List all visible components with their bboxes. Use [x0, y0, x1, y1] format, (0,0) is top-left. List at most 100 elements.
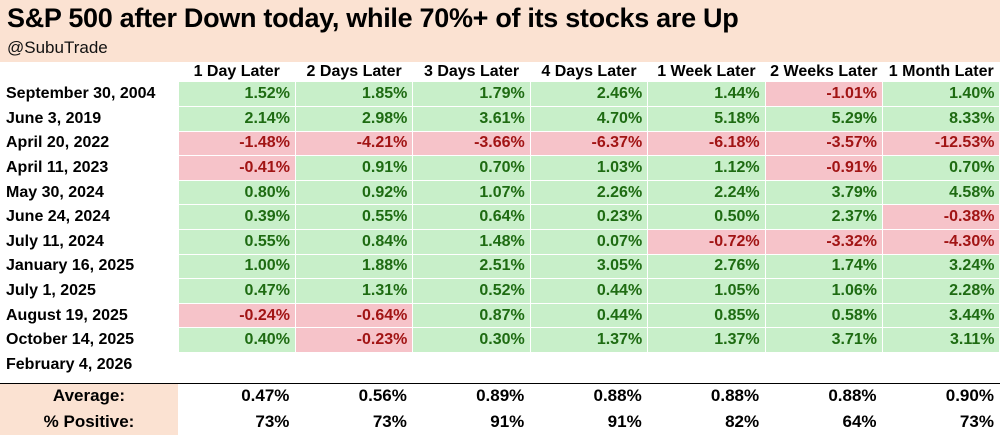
return-cell: 0.30% [412, 327, 531, 354]
return-cell: 0.39% [178, 204, 296, 231]
return-cell: -0.91% [765, 155, 884, 181]
summary-value: 73% [178, 409, 296, 436]
row-date-label: September 30, 2004 [0, 82, 179, 108]
returns-table: 1 Day Later 2 Days Later 3 Days Later 4 Day… [0, 62, 1000, 436]
summary-value: 82% [647, 409, 766, 436]
return-cell: 0.80% [178, 180, 296, 206]
row-date-label: October 14, 2025 [0, 327, 179, 354]
return-cell: 1.85% [295, 82, 414, 108]
column-header: 1 Day Later [193, 63, 280, 80]
row-date-label: February 4, 2026 [0, 352, 179, 378]
return-cell: 3.44% [882, 303, 1000, 329]
return-cell: 0.92% [295, 180, 414, 206]
column-header: 4 Days Later [541, 63, 637, 80]
return-cell: 3.71% [765, 327, 884, 354]
row-date-label: June 3, 2019 [0, 106, 179, 132]
table-row: June 3, 2019 2.14% 2.98% 3.61% 4.70% 5.18% 5.2… [0, 106, 1000, 132]
summary-value: 0.88% [530, 383, 648, 410]
separator-line [0, 377, 1000, 384]
return-cell: 0.07% [530, 229, 649, 255]
return-cell: -1.01% [765, 82, 884, 108]
return-cell: 5.29% [765, 106, 884, 132]
return-cell: -3.32% [765, 229, 884, 255]
return-cell: -1.48% [178, 131, 296, 157]
table-row: July 1, 2025 0.47% 1.31% 0.52% 0.44% 1.05% 1.0… [0, 278, 1000, 304]
table-row: September 30, 2004 1.52% 1.85% 1.79% 2.46% 1.… [0, 82, 1000, 108]
return-cell [882, 352, 1000, 378]
summary-value: 0.90% [882, 383, 1000, 410]
return-cell: 0.70% [882, 155, 1000, 181]
return-cell: 1.74% [765, 254, 884, 280]
summary-label: % Positive: [0, 409, 178, 436]
return-cell: 0.40% [178, 327, 296, 354]
column-header: 1 Week Later [657, 63, 756, 80]
return-cell: 0.84% [295, 229, 414, 255]
row-date-label: January 16, 2025 [0, 254, 179, 280]
return-cell: 3.61% [412, 106, 531, 132]
return-cell: 3.79% [765, 180, 884, 206]
return-cell: 0.58% [765, 303, 884, 329]
table-row: October 14, 2025 0.40% -0.23% 0.30% 1.37% 1.3… [0, 327, 1000, 354]
return-cell: 2.14% [178, 106, 296, 132]
title-band [0, 0, 1000, 62]
return-cell: 1.07% [412, 180, 531, 206]
summary-value: 0.47% [178, 383, 296, 410]
return-cell: -0.41% [178, 155, 296, 181]
return-cell: 2.46% [530, 82, 649, 108]
table-row: January 16, 2025 1.00% 1.88% 2.51% 3.05% 2.76… [0, 254, 1000, 280]
return-cell: 2.24% [647, 180, 766, 206]
return-cell: 1.52% [178, 82, 296, 108]
table-body: 1 Day Later 2 Days Later 3 Days Later 4 Day… [0, 62, 1000, 436]
return-cell: 0.85% [647, 303, 766, 329]
return-cell: 3.11% [882, 327, 1000, 354]
return-cell: 1.03% [530, 155, 649, 181]
row-date-label: July 1, 2025 [0, 278, 179, 304]
return-cell: -0.64% [295, 303, 414, 329]
row-date-label: May 30, 2024 [0, 180, 179, 206]
row-date-label: July 11, 2024 [0, 229, 179, 255]
table-row: February 4, 2026 [0, 352, 1000, 378]
return-cell: 0.23% [530, 204, 649, 231]
return-cell: 1.05% [647, 278, 766, 304]
return-cell: 1.88% [295, 254, 414, 280]
table-row: July 11, 2024 0.55% 0.84% 1.48% 0.07% -0.72% -… [0, 229, 1000, 255]
return-cell: 0.55% [295, 204, 414, 231]
table-row: June 24, 2024 0.39% 0.55% 0.64% 0.23% 0.50% 2.… [0, 204, 1000, 231]
return-cell: -0.23% [295, 327, 414, 354]
column-header: 2 Weeks Later [770, 63, 878, 80]
return-cell: 0.55% [178, 229, 296, 255]
return-cell [530, 352, 649, 378]
return-cell: -0.24% [178, 303, 296, 329]
summary-label: Average: [0, 383, 178, 410]
return-cell: 0.64% [412, 204, 531, 231]
row-date-label: June 24, 2024 [0, 204, 179, 231]
summary-separator [0, 377, 1000, 384]
table-row: August 19, 2025 -0.24% -0.64% 0.87% 0.44% 0.8… [0, 303, 1000, 329]
return-cell: 1.37% [647, 327, 766, 354]
column-header: 2 Days Later [306, 63, 402, 80]
return-cell: 1.00% [178, 254, 296, 280]
summary-value: 0.88% [647, 383, 766, 410]
return-cell: 1.79% [412, 82, 531, 108]
return-cell: 1.48% [412, 229, 531, 255]
return-cell: 1.12% [647, 155, 766, 181]
return-cell [765, 352, 884, 378]
summary-value: 0.88% [765, 383, 883, 410]
summary-value: 0.56% [295, 383, 413, 410]
summary-value: 0.89% [412, 383, 531, 410]
row-date-label: August 19, 2025 [0, 303, 179, 329]
return-cell: 0.47% [178, 278, 296, 304]
return-cell: 0.52% [412, 278, 531, 304]
return-cell: 0.70% [412, 155, 531, 181]
return-cell: 0.87% [412, 303, 531, 329]
return-cell: 2.98% [295, 106, 414, 132]
return-cell: -0.38% [882, 204, 1000, 231]
return-cell: 0.50% [647, 204, 766, 231]
return-cell: 1.31% [295, 278, 414, 304]
row-date-label: April 20, 2022 [0, 131, 179, 157]
return-cell: 4.58% [882, 180, 1000, 206]
summary-row: % Positive: 73% 73% 91% 91% 82% 64% 73% [0, 409, 1000, 436]
return-cell: 8.33% [882, 106, 1000, 132]
corner-cell [0, 62, 178, 82]
summary-row: Average: 0.47% 0.56% 0.89% 0.88% 0.88% 0.88% 0.… [0, 383, 1000, 410]
